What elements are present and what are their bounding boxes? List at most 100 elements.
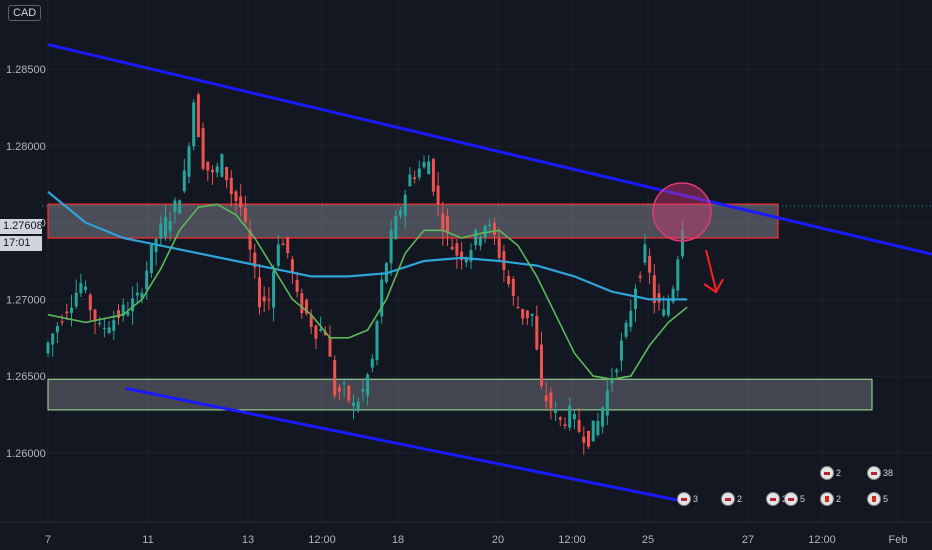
- candle-body: [70, 307, 73, 314]
- candle-body: [215, 166, 219, 173]
- event-count: 5: [883, 494, 889, 504]
- candle-body: [145, 270, 149, 290]
- candle-body: [140, 292, 144, 299]
- candle-body: [347, 385, 351, 401]
- candle-body: [624, 322, 628, 337]
- economic-event-marker[interactable]: 3: [677, 492, 698, 506]
- candle-body: [112, 320, 116, 331]
- x-tick-label: 20: [492, 534, 504, 546]
- candle-body: [248, 230, 252, 250]
- candle-body: [549, 392, 553, 409]
- candle-body: [149, 244, 153, 273]
- candle-body: [305, 299, 308, 314]
- candle-body: [168, 221, 172, 232]
- candle-body: [107, 327, 111, 333]
- candle-body: [375, 321, 379, 360]
- candle-body: [389, 230, 393, 264]
- economic-event-marker[interactable]: 38: [867, 466, 893, 480]
- candle-body: [173, 200, 177, 212]
- candle-body: [262, 296, 266, 302]
- candle-body: [634, 288, 637, 310]
- candle-body: [450, 246, 454, 250]
- x-tick-label: 27: [742, 534, 754, 546]
- candle-body: [272, 271, 276, 308]
- candle-body: [558, 417, 562, 420]
- candle-body: [530, 313, 534, 316]
- candle-body: [591, 420, 595, 442]
- y-tick-label: 1.28500: [6, 64, 46, 76]
- candle-body: [276, 244, 280, 266]
- candle-body: [587, 430, 590, 447]
- candle-body: [441, 213, 445, 232]
- candle-body: [652, 275, 656, 304]
- candle-body: [356, 401, 360, 411]
- x-tick-label: 12:00: [308, 534, 336, 546]
- candle-body: [394, 215, 398, 239]
- slow-moving-average-line: [47, 191, 688, 301]
- candle-body: [253, 252, 257, 268]
- candle-body: [629, 310, 633, 327]
- candle-body: [507, 275, 511, 285]
- down-arrow-annotation: [703, 249, 724, 294]
- candle-body: [295, 279, 299, 292]
- candle-body: [521, 308, 525, 319]
- candle-body: [403, 194, 407, 216]
- candle-body: [497, 238, 501, 258]
- candle-body: [370, 358, 374, 368]
- candle-body: [610, 379, 614, 384]
- candle-body: [117, 310, 120, 318]
- candle-body: [572, 413, 576, 420]
- candle-body: [220, 154, 224, 177]
- candle-body: [380, 279, 384, 317]
- economic-event-marker[interactable]: 5: [784, 492, 805, 506]
- candle-body: [225, 166, 229, 181]
- economic-event-marker[interactable]: 5: [867, 492, 888, 506]
- candle-body: [300, 293, 304, 313]
- candle-body: [436, 185, 440, 205]
- candle-body: [483, 225, 487, 238]
- candle-body: [671, 288, 675, 302]
- candle-body: [666, 300, 670, 316]
- y-tick-label: 1.27000: [6, 294, 46, 306]
- candle-body: [126, 311, 130, 316]
- candle-body: [211, 169, 214, 173]
- economic-event-marker[interactable]: 2: [820, 492, 841, 506]
- currency-badge[interactable]: CAD: [8, 5, 42, 21]
- us-flag-icon: [677, 492, 691, 506]
- candle-body: [93, 309, 97, 322]
- candle-body: [60, 321, 64, 323]
- support-zone: [47, 378, 873, 411]
- candle-body: [352, 402, 355, 406]
- candle-body: [488, 224, 492, 227]
- candle-body: [328, 336, 332, 357]
- candle-body: [333, 360, 337, 396]
- economic-event-marker[interactable]: 2: [721, 492, 742, 506]
- candle-body: [182, 170, 186, 192]
- candle-body: [102, 328, 106, 330]
- us-flag-icon: [721, 492, 735, 506]
- candle-body: [511, 278, 515, 296]
- candle-body: [135, 292, 139, 296]
- candle-body: [239, 196, 243, 208]
- economic-event-marker[interactable]: 2: [820, 466, 841, 480]
- candle-body: [540, 344, 543, 386]
- candle-body: [46, 342, 50, 354]
- candle-body: [196, 94, 200, 138]
- candle-body: [516, 306, 520, 308]
- y-tick-label: 1.28000: [6, 141, 46, 153]
- candle-body: [286, 237, 290, 254]
- candle-body: [455, 243, 459, 256]
- candle-body: [309, 315, 313, 328]
- channel-upper-line: [47, 43, 932, 256]
- candle-body: [657, 293, 661, 303]
- candle-body: [535, 316, 539, 350]
- candle-body: [662, 309, 666, 316]
- candle-body: [638, 275, 642, 278]
- candle-body: [554, 409, 558, 413]
- candle-body: [676, 259, 680, 291]
- candle-body: [98, 323, 102, 325]
- bar-countdown-tag: 17:01: [0, 236, 42, 251]
- resistance-zone: [47, 203, 779, 239]
